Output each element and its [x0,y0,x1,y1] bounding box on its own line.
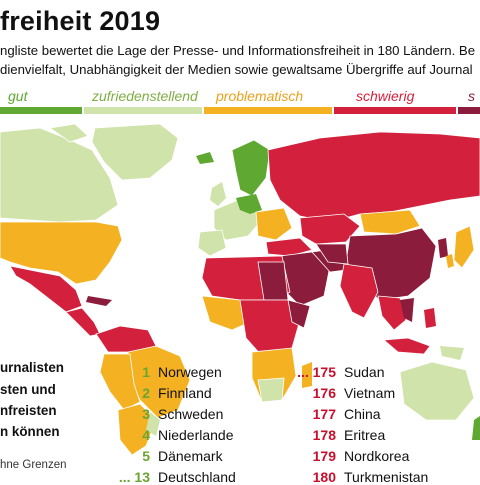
subtitle-line-1: ngliste bewertet die Lage der Presse- un… [0,43,476,58]
source-credit: hne Grenzen [0,459,67,471]
rank-left-5: 5 Dänemark [142,448,223,464]
rank-left-4: 4 Niederlande [142,427,234,443]
usa [0,221,123,285]
info-line-2: sten und [0,382,56,397]
rank-left-3: 3 Schweden [142,406,224,422]
legend-label-zufriedenstellend: zufriedenstellend [92,88,198,104]
rank-right-4: 178 Eritrea [312,427,386,443]
rank-left-1: 1 Norwegen [142,364,222,380]
map-title: freiheit 2019 [0,6,161,36]
legend-swatch-zufriedenstellend [84,107,202,114]
australia [399,361,475,421]
rank-right-3: 177 China [312,406,381,422]
india [339,263,379,319]
legend-label-schwierig: schwierig [356,88,415,104]
subtitle-line-2: dienvielfalt, Unabhängigkeit der Medien … [0,62,473,77]
rank-left-6: ... 13 Deutschland [118,469,236,485]
legend-swatch-problematisch [204,107,332,114]
legend-swatch-sehr-ernst [458,107,480,114]
info-line-1: urnalisten [0,360,64,375]
info-line-3: nfreisten [0,403,57,418]
world-map [0,123,480,455]
rank-left-2: 2 Finnland [142,385,212,401]
legend-swatch-gut [0,107,82,114]
canada [0,127,119,223]
greenland [91,123,179,181]
legend-label-gut: gut [8,88,28,104]
info-line-4: n können [0,424,60,439]
scandinavia [231,139,271,197]
legend-label-problematisch: problematisch [216,88,304,104]
legend-label-sehr-ernst: s [468,88,475,104]
legend-swatch-schwierig [334,107,456,114]
rank-right-1: ... 175 Sudan [297,364,385,380]
mexico [9,265,83,313]
rank-right-2: 176 Vietnam [312,385,396,401]
rank-right-5: 179 Nordkorea [312,448,410,464]
rank-right-6: 180 Turkmenistan [312,469,429,485]
russia [267,131,480,223]
